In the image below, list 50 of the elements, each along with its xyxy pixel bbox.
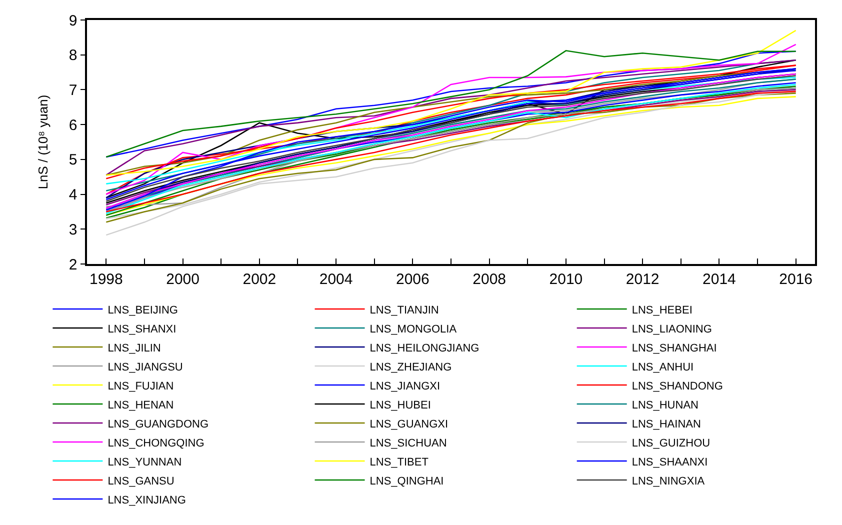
legend-label: LNS_HUBEI	[370, 399, 431, 412]
y-tick-label: 6	[68, 116, 78, 134]
y-tick-label: 7	[68, 82, 78, 99]
x-tick-label: 2008	[472, 270, 506, 288]
legend-label: LNS_TIANJIN	[370, 304, 439, 316]
legend-label: LNS_FUJIAN	[108, 380, 174, 392]
y-tick-label: 3	[68, 221, 78, 238]
legend-label: LNS_TIBET	[370, 456, 429, 468]
legend-label: LNS_YUNNAN	[108, 456, 182, 468]
y-tick-label: 9	[68, 12, 78, 30]
x-tick-label: 2012	[626, 270, 660, 288]
legend-label: LNS_CHONGQING	[108, 437, 204, 450]
x-tick-label: 2006	[396, 270, 430, 288]
x-tick-label: 2016	[779, 270, 813, 288]
legend-label: LNS_HEBEI	[632, 304, 692, 316]
x-tick-label: 2002	[242, 270, 276, 288]
legend-label: LNS_HEILONGJIANG	[370, 342, 480, 354]
legend-label: LNS_MONGOLIA	[370, 323, 458, 336]
legend-label: LNS_JIANGXI	[370, 380, 440, 392]
legend-label: LNS_ZHEJIANG	[370, 361, 452, 374]
legend-label: LNS_HUNAN	[632, 399, 699, 412]
legend-label: LNS_GUANGDONG	[108, 418, 209, 430]
legend-label: LNS_LIAONING	[632, 323, 712, 336]
x-tick-label: 2004	[319, 270, 353, 288]
legend-label: LNS_NINGXIA	[632, 475, 706, 488]
y-tick-label: 2	[68, 256, 78, 274]
legend-label: LNS_GANSU	[108, 475, 174, 488]
legend-label: LNS_SHAANXI	[632, 456, 708, 468]
legend-label: LNS_HENAN	[108, 399, 174, 412]
legend-label: LNS_JIANGSU	[108, 361, 183, 374]
y-axis-title: LnS / (10⁸ yuan)	[35, 94, 50, 190]
legend-label: LNS_SICHUAN	[370, 437, 447, 450]
x-tick-label: 2010	[549, 270, 583, 288]
legend-label: LNS_QINGHAI	[370, 475, 444, 488]
legend-label: LNS_GUANGXI	[370, 418, 448, 430]
y-tick-label: 8	[68, 47, 78, 64]
legend-label: LNS_SHANGHAI	[632, 342, 717, 354]
legend-label: LNS_ANHUI	[632, 361, 694, 374]
x-tick-label: 2000	[166, 270, 200, 288]
legend-label: LNS_GUIZHOU	[632, 437, 710, 450]
legend-label: LNS_SHANXI	[108, 323, 176, 336]
x-tick-label: 1998	[89, 270, 123, 288]
y-tick-label: 5	[68, 152, 78, 169]
legend-label: LNS_JILIN	[108, 342, 161, 354]
y-tick-label: 4	[68, 186, 78, 204]
legend-label: LNS_SHANDONG	[632, 380, 723, 392]
legend-label: LNS_HAINAN	[632, 418, 701, 430]
x-tick-label: 2014	[702, 270, 736, 288]
legend-label: LNS_XINJIANG	[108, 494, 186, 506]
legend-label: LNS_BEIJING	[108, 304, 178, 316]
